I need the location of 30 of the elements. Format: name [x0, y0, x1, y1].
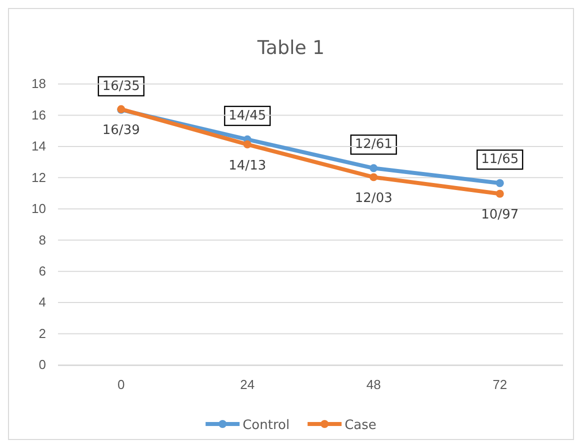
data-label: 16/39 — [102, 123, 140, 138]
y-tick-label: 14 — [32, 138, 46, 154]
y-tick-label: 12 — [32, 170, 46, 185]
y-tick-label: 8 — [38, 232, 46, 248]
y-tick-label: 18 — [32, 76, 46, 92]
data-label: 11/65 — [481, 152, 519, 168]
data-label: 12/03 — [354, 191, 392, 206]
point — [243, 140, 252, 148]
point — [496, 190, 504, 198]
x-tick-label: 48 — [366, 377, 381, 392]
data-label: 10/97 — [481, 208, 519, 223]
data-label: 14/13 — [228, 158, 266, 174]
x-tick-label: 0 — [118, 377, 125, 392]
y-tick-label: 10 — [32, 201, 46, 216]
y-tick-label: 0 — [38, 357, 46, 372]
data-label: 12/61 — [354, 137, 392, 152]
y-tick-label: 4 — [38, 294, 46, 310]
x-tick-label: 72 — [492, 377, 508, 392]
legend-label: Control — [242, 418, 290, 433]
legend-label: Case — [344, 418, 376, 433]
point — [496, 179, 504, 188]
data-label: 16/35 — [102, 78, 140, 94]
y-tick-label: 16 — [32, 107, 46, 122]
data-label: 14/45 — [228, 108, 266, 124]
point — [370, 164, 378, 172]
chart-title: Table 1 — [256, 37, 325, 59]
y-tick-label: 2 — [38, 326, 46, 341]
x-tick-label: 24 — [240, 377, 255, 392]
y-tick-label: 6 — [38, 263, 46, 278]
point — [370, 173, 378, 182]
